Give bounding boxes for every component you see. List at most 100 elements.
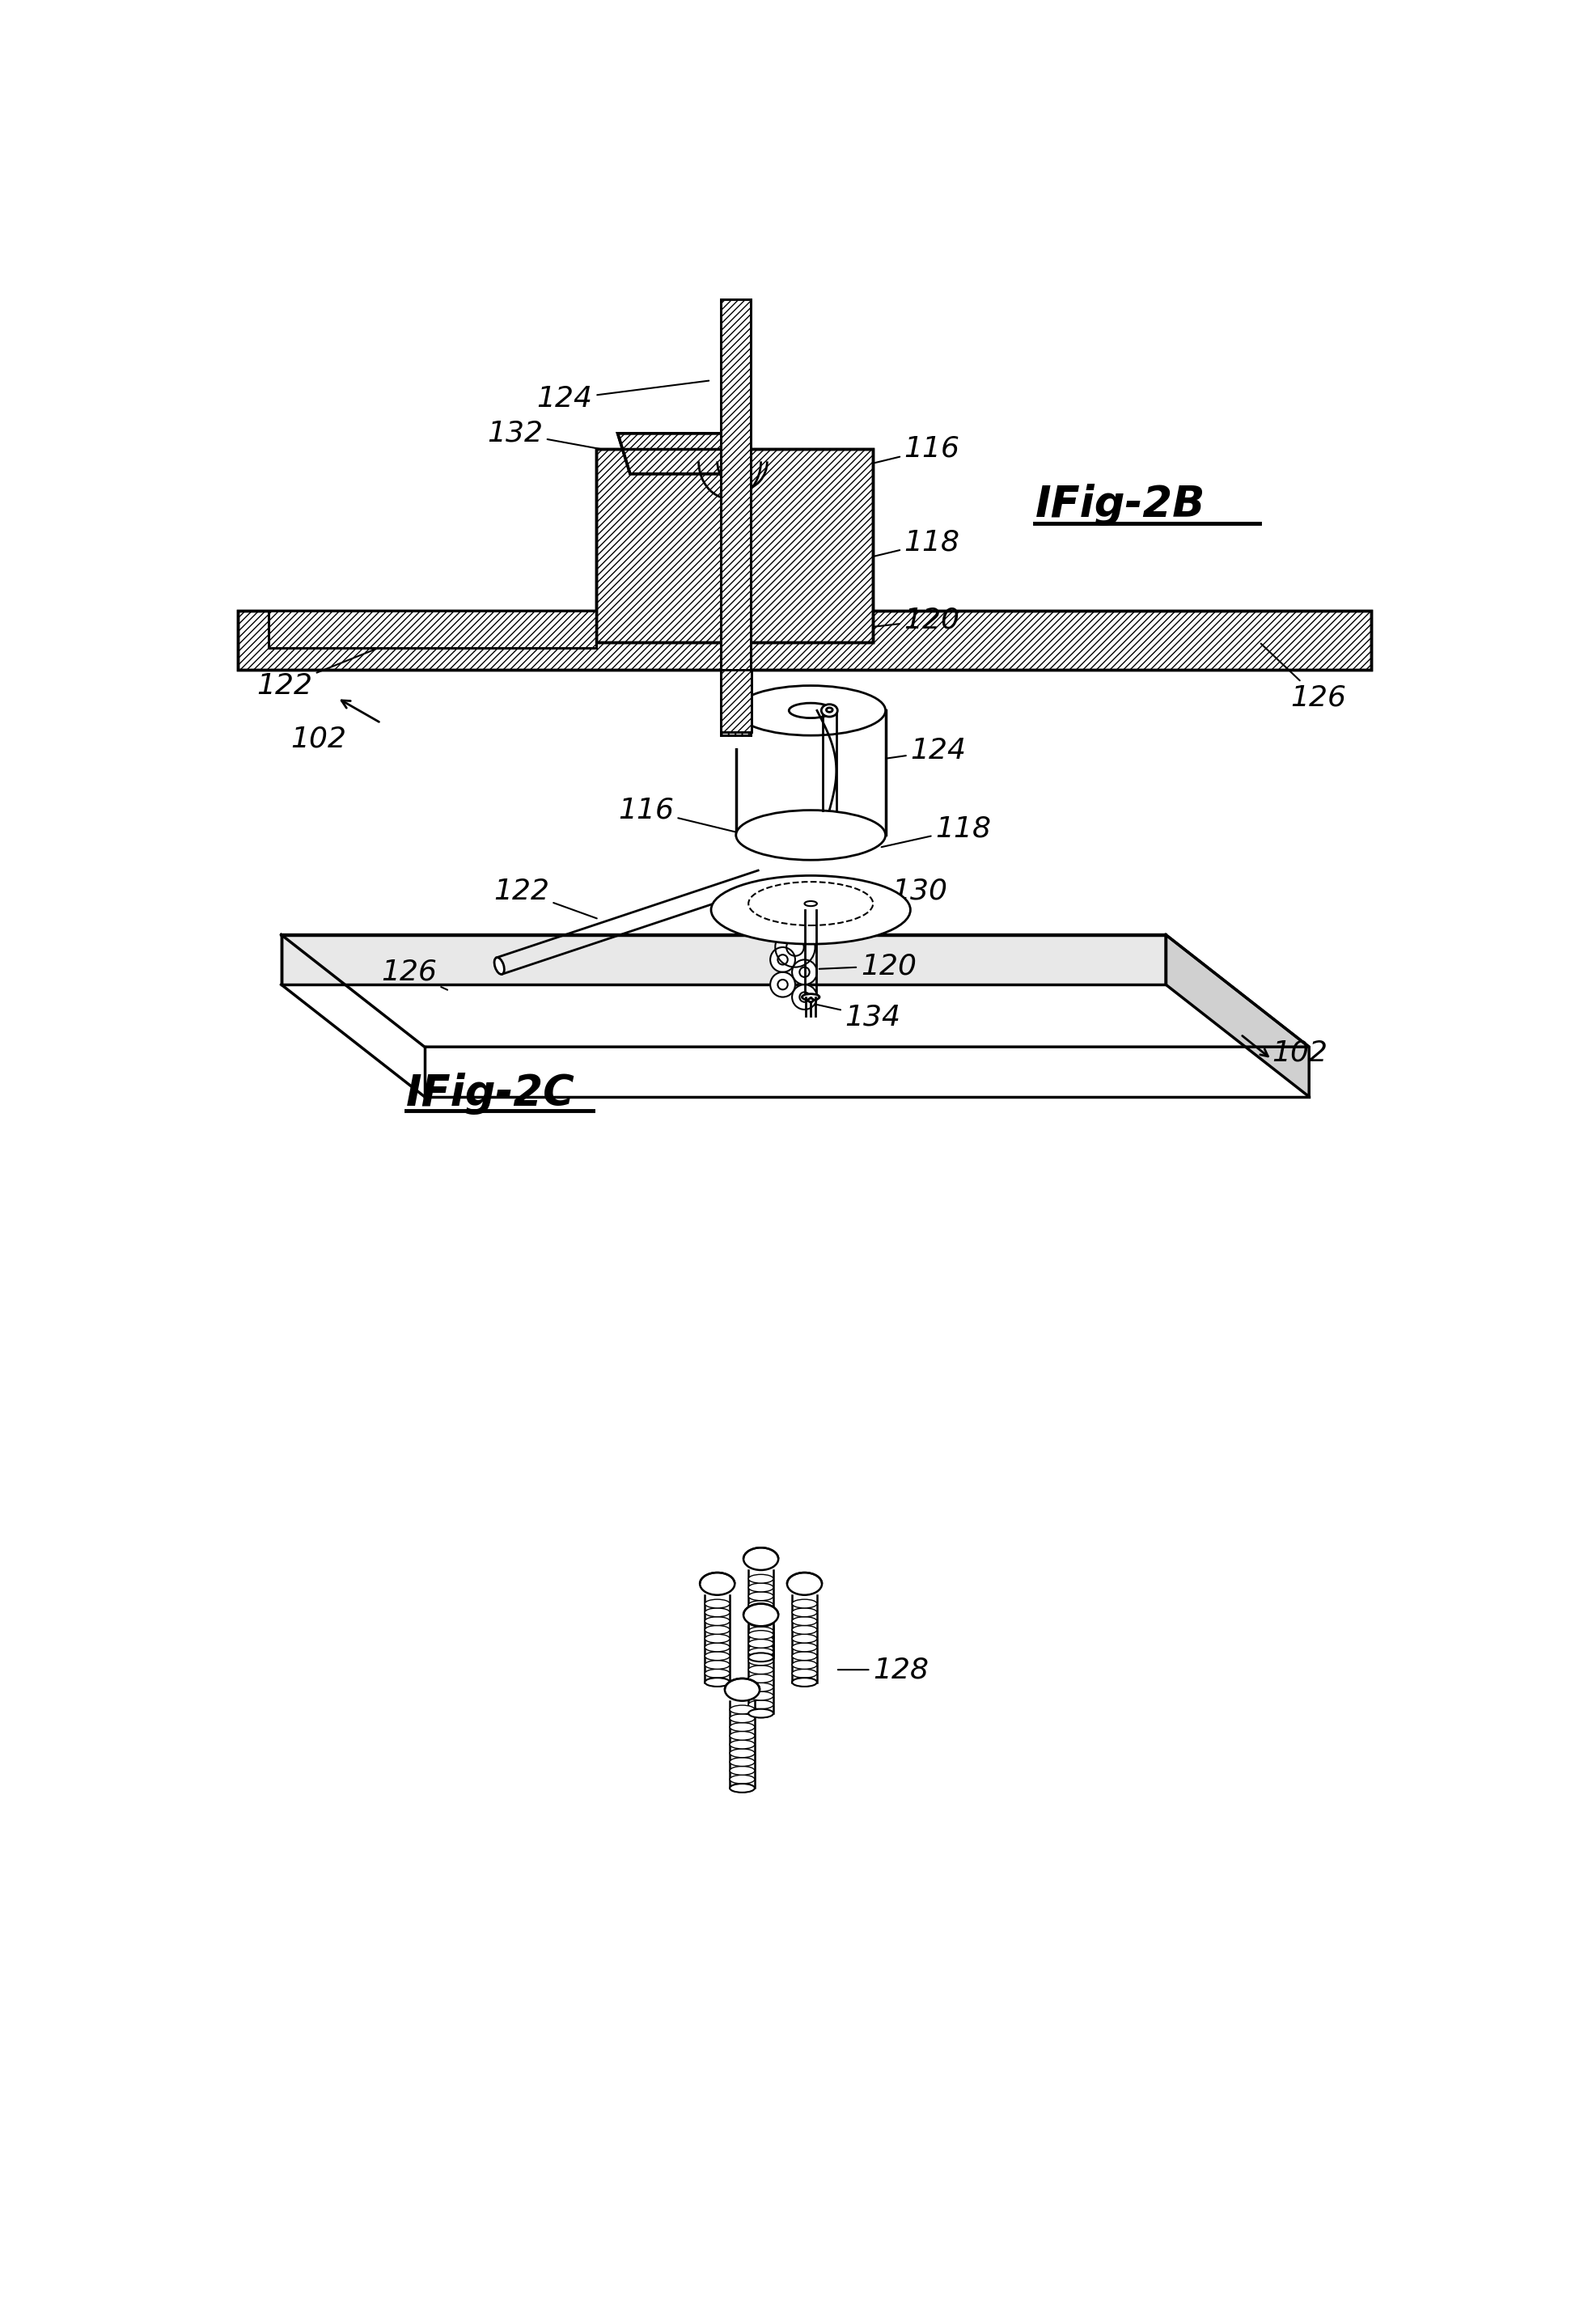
Ellipse shape [495,957,504,974]
Polygon shape [1166,934,1309,1097]
Ellipse shape [748,1652,773,1662]
Ellipse shape [705,1643,731,1652]
Text: 120: 120 [850,607,960,634]
Polygon shape [617,432,738,474]
Ellipse shape [699,1573,735,1594]
Bar [595,449,735,641]
Ellipse shape [705,1624,731,1634]
Ellipse shape [792,1634,817,1643]
Ellipse shape [731,1731,754,1741]
Ellipse shape [792,1599,817,1608]
Text: 132: 132 [487,421,660,460]
Ellipse shape [792,1669,817,1678]
Ellipse shape [731,1757,754,1766]
Ellipse shape [748,1708,773,1717]
Ellipse shape [792,1624,817,1634]
Ellipse shape [748,1592,773,1601]
Ellipse shape [792,1652,817,1659]
Ellipse shape [748,1608,773,1618]
Circle shape [792,985,817,1009]
Ellipse shape [731,1741,754,1750]
Ellipse shape [731,1776,754,1785]
Ellipse shape [803,995,820,999]
Circle shape [770,948,795,971]
Ellipse shape [748,1627,773,1636]
Text: 124: 124 [831,737,966,767]
Ellipse shape [748,1683,773,1692]
Ellipse shape [705,1678,731,1687]
Circle shape [770,971,795,997]
Text: 126: 126 [380,957,448,990]
Ellipse shape [748,1657,773,1666]
Ellipse shape [731,1750,754,1757]
Bar [721,669,751,732]
Ellipse shape [792,1643,817,1652]
Bar [721,669,751,732]
Bar [595,449,735,641]
Text: 134: 134 [812,1004,900,1032]
Text: IFig-2C: IFig-2C [405,1074,575,1116]
Polygon shape [735,711,886,834]
Text: 102: 102 [291,725,347,753]
Text: 116: 116 [831,435,960,474]
Bar [237,611,1371,669]
Polygon shape [281,934,1309,1046]
Ellipse shape [748,1692,773,1701]
Ellipse shape [789,704,833,718]
Ellipse shape [826,709,833,711]
Ellipse shape [748,1636,773,1643]
Ellipse shape [705,1678,731,1687]
Text: 126: 126 [1262,644,1346,711]
Text: 130: 130 [862,878,947,904]
Ellipse shape [705,1599,731,1608]
Circle shape [800,967,809,976]
Bar [735,449,873,641]
Ellipse shape [712,876,911,944]
Text: 122: 122 [256,644,391,700]
Ellipse shape [748,1648,773,1657]
Text: 122: 122 [493,878,597,918]
Ellipse shape [748,1618,773,1627]
Ellipse shape [743,1604,778,1627]
Ellipse shape [731,1722,754,1731]
Circle shape [800,992,809,1002]
Ellipse shape [748,1701,773,1708]
Text: 116: 116 [617,797,746,834]
Text: 118: 118 [856,528,960,560]
Ellipse shape [787,1573,822,1594]
Ellipse shape [748,1666,773,1673]
Ellipse shape [731,1715,754,1722]
Bar [720,300,753,748]
Ellipse shape [705,1618,731,1624]
Ellipse shape [804,902,817,906]
Text: 118: 118 [881,816,991,846]
Circle shape [787,939,804,955]
Ellipse shape [731,1785,754,1792]
Bar [721,300,751,734]
Ellipse shape [792,1659,817,1669]
Ellipse shape [748,1638,773,1648]
Ellipse shape [807,999,814,1002]
Ellipse shape [792,1678,817,1687]
Ellipse shape [822,704,837,716]
Text: 102: 102 [1271,1039,1327,1067]
Ellipse shape [705,1634,731,1643]
Text: 134: 134 [742,709,820,748]
Ellipse shape [705,1608,731,1618]
Ellipse shape [731,1785,754,1792]
Bar [237,611,1371,669]
Ellipse shape [705,1652,731,1659]
Ellipse shape [748,1573,773,1583]
Ellipse shape [731,1706,754,1715]
Bar [269,611,595,648]
Ellipse shape [748,1652,773,1662]
Text: IFig-2B: IFig-2B [1035,483,1205,525]
Ellipse shape [748,1631,773,1638]
Ellipse shape [792,1618,817,1624]
Circle shape [778,955,787,964]
Circle shape [792,960,817,985]
Text: 124: 124 [537,381,709,414]
Ellipse shape [748,1601,773,1608]
Polygon shape [281,934,1166,985]
Ellipse shape [705,1669,731,1678]
